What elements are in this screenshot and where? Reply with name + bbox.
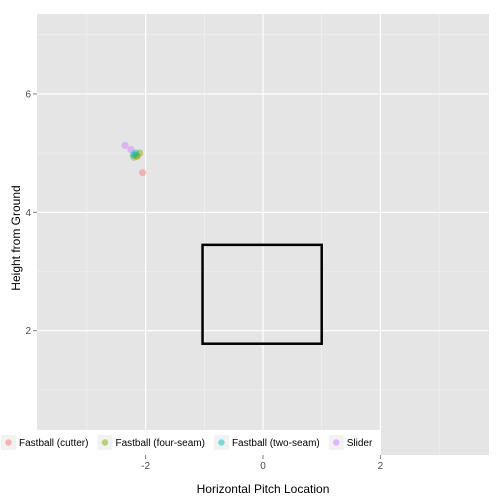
pitch-point xyxy=(139,169,147,177)
pitch-point xyxy=(129,151,137,159)
pitch-point xyxy=(121,141,129,150)
pitch-point xyxy=(133,152,141,160)
legend: Fastball (cutter) Fastball (four-seam) Fas… xyxy=(0,430,381,455)
y-tick-label: 4 xyxy=(25,208,31,219)
y-tick-label: 6 xyxy=(25,89,31,100)
legend-marker xyxy=(333,439,340,446)
legend-label: Fastball (two-seam) xyxy=(232,438,320,449)
legend-marker xyxy=(5,439,12,446)
pitch-point xyxy=(132,149,140,157)
legend-label: Fastball (four-seam) xyxy=(115,438,204,449)
legend-label: Slider xyxy=(347,438,373,449)
legend-box xyxy=(0,430,381,455)
y-axis-ticks: 2 4 6 xyxy=(25,89,37,337)
x-axis-ticks: -2 0 2 xyxy=(141,455,384,472)
pitch-point xyxy=(127,145,135,154)
pitch-points xyxy=(121,141,147,177)
pitch-point xyxy=(136,149,144,157)
major-gridlines xyxy=(37,14,489,455)
strike-zone xyxy=(201,243,323,345)
x-axis-title: Horizontal Pitch Location xyxy=(197,482,330,496)
pitch-point xyxy=(130,153,138,161)
y-axis-title: Height from Ground xyxy=(9,185,23,290)
x-tick-label: -2 xyxy=(141,461,150,472)
legend-marker xyxy=(101,439,109,446)
pitch-point xyxy=(131,151,139,159)
legend-label: Fastball (cutter) xyxy=(19,438,88,449)
legend-marker xyxy=(218,439,225,446)
x-tick-label: 0 xyxy=(260,461,266,472)
y-tick-label: 2 xyxy=(25,326,31,337)
pitch-point xyxy=(133,152,141,160)
x-tick-label: 2 xyxy=(378,461,384,472)
